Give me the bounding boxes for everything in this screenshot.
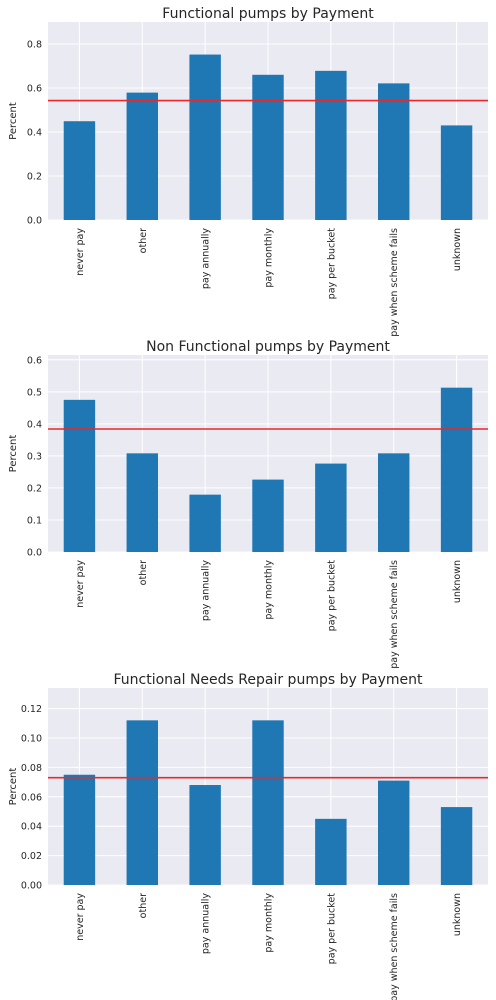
bar-chart-3: Functional Needs Repair pumps by Payment… — [8, 672, 488, 1000]
bar-pay-when-scheme-fails — [378, 453, 410, 552]
x-tick-label: pay monthly — [264, 560, 275, 620]
bar-pay-per-bucket — [315, 70, 347, 220]
x-tick-label: pay when scheme fails — [389, 893, 400, 1000]
y-tick-label: 0.6 — [27, 84, 42, 95]
y-tick-label: 0.4 — [27, 128, 42, 139]
y-tick-label: 0.02 — [21, 851, 42, 862]
bar-pay-annually — [189, 494, 221, 552]
bar-other — [126, 453, 158, 552]
bar-unknown — [440, 387, 473, 552]
bar-never-pay — [63, 399, 96, 552]
bar-pay-per-bucket — [315, 818, 347, 885]
x-tick-label: pay monthly — [264, 893, 275, 953]
bar-pay-annually — [189, 54, 221, 221]
x-tick-label: other — [138, 228, 149, 253]
y-tick-label: 0.1 — [27, 515, 42, 526]
y-tick-label: 0.06 — [21, 792, 42, 803]
x-tick-label: never pay — [75, 228, 86, 276]
y-tick-label: 0.0 — [27, 216, 42, 227]
bar-never-pay — [63, 121, 96, 220]
x-tick-label: pay per bucket — [326, 228, 337, 300]
x-tick-label: unknown — [452, 893, 463, 936]
x-tick-label: pay when scheme fails — [389, 560, 400, 669]
y-tick-label: 0.12 — [21, 704, 42, 715]
x-tick-label: other — [138, 560, 149, 585]
bar-chart-1: Functional pumps by Payment 0.0 0.2 0.4 0.6 0… — [8, 6, 488, 337]
y-tick-label: 0.0 — [27, 548, 42, 559]
y-tick-label: 0.10 — [21, 733, 42, 744]
y-tick-label: 0.00 — [21, 881, 42, 892]
x-tick-label: never pay — [75, 893, 86, 941]
x-tick-label: pay monthly — [264, 228, 275, 288]
x-tick-label: pay annually — [201, 560, 212, 621]
y-tick-label: 0.4 — [27, 419, 42, 430]
bar-unknown — [440, 125, 473, 220]
bar-pay-monthly — [252, 479, 284, 552]
y-tick-label: 0.5 — [27, 387, 42, 398]
x-tick-label: pay per bucket — [326, 560, 337, 632]
x-tick-label: pay when scheme fails — [389, 228, 400, 337]
y-tick-label: 0.8 — [27, 40, 42, 51]
y-tick-label: 0.2 — [27, 172, 42, 183]
chart-title: Non Functional pumps by Payment — [146, 339, 390, 355]
bar-other — [126, 720, 158, 885]
x-tick-label: never pay — [75, 560, 86, 608]
x-tick-label: pay per bucket — [326, 893, 337, 965]
y-axis-label: Percent — [8, 102, 19, 140]
bar-unknown — [440, 807, 473, 885]
bar-other — [126, 92, 158, 220]
x-tick-label: pay annually — [201, 893, 212, 954]
bar-pay-monthly — [252, 720, 284, 885]
chart-title: Functional pumps by Payment — [162, 6, 374, 22]
y-tick-label: 0.04 — [21, 822, 42, 833]
bar-pay-when-scheme-fails — [378, 83, 410, 220]
chart-title: Functional Needs Repair pumps by Payment — [113, 672, 423, 688]
y-tick-label: 0.2 — [27, 483, 42, 494]
x-tick-label: pay annually — [201, 228, 212, 289]
y-tick-label: 0.08 — [21, 763, 42, 774]
bar-pay-when-scheme-fails — [378, 780, 410, 885]
bar-pay-per-bucket — [315, 463, 347, 552]
y-tick-label: 0.6 — [27, 355, 42, 366]
x-tick-label: unknown — [452, 560, 463, 603]
y-axis-label: Percent — [8, 435, 19, 473]
x-tick-label: other — [138, 893, 149, 918]
y-axis-label: Percent — [8, 768, 19, 806]
bar-pay-monthly — [252, 74, 284, 220]
x-tick-label: unknown — [452, 228, 463, 271]
bar-never-pay — [63, 774, 96, 885]
bar-pay-annually — [189, 785, 221, 885]
y-tick-label: 0.3 — [27, 451, 42, 462]
bar-chart-2: Non Functional pumps by Payment 0.0 0.1 0.2… — [8, 339, 488, 669]
